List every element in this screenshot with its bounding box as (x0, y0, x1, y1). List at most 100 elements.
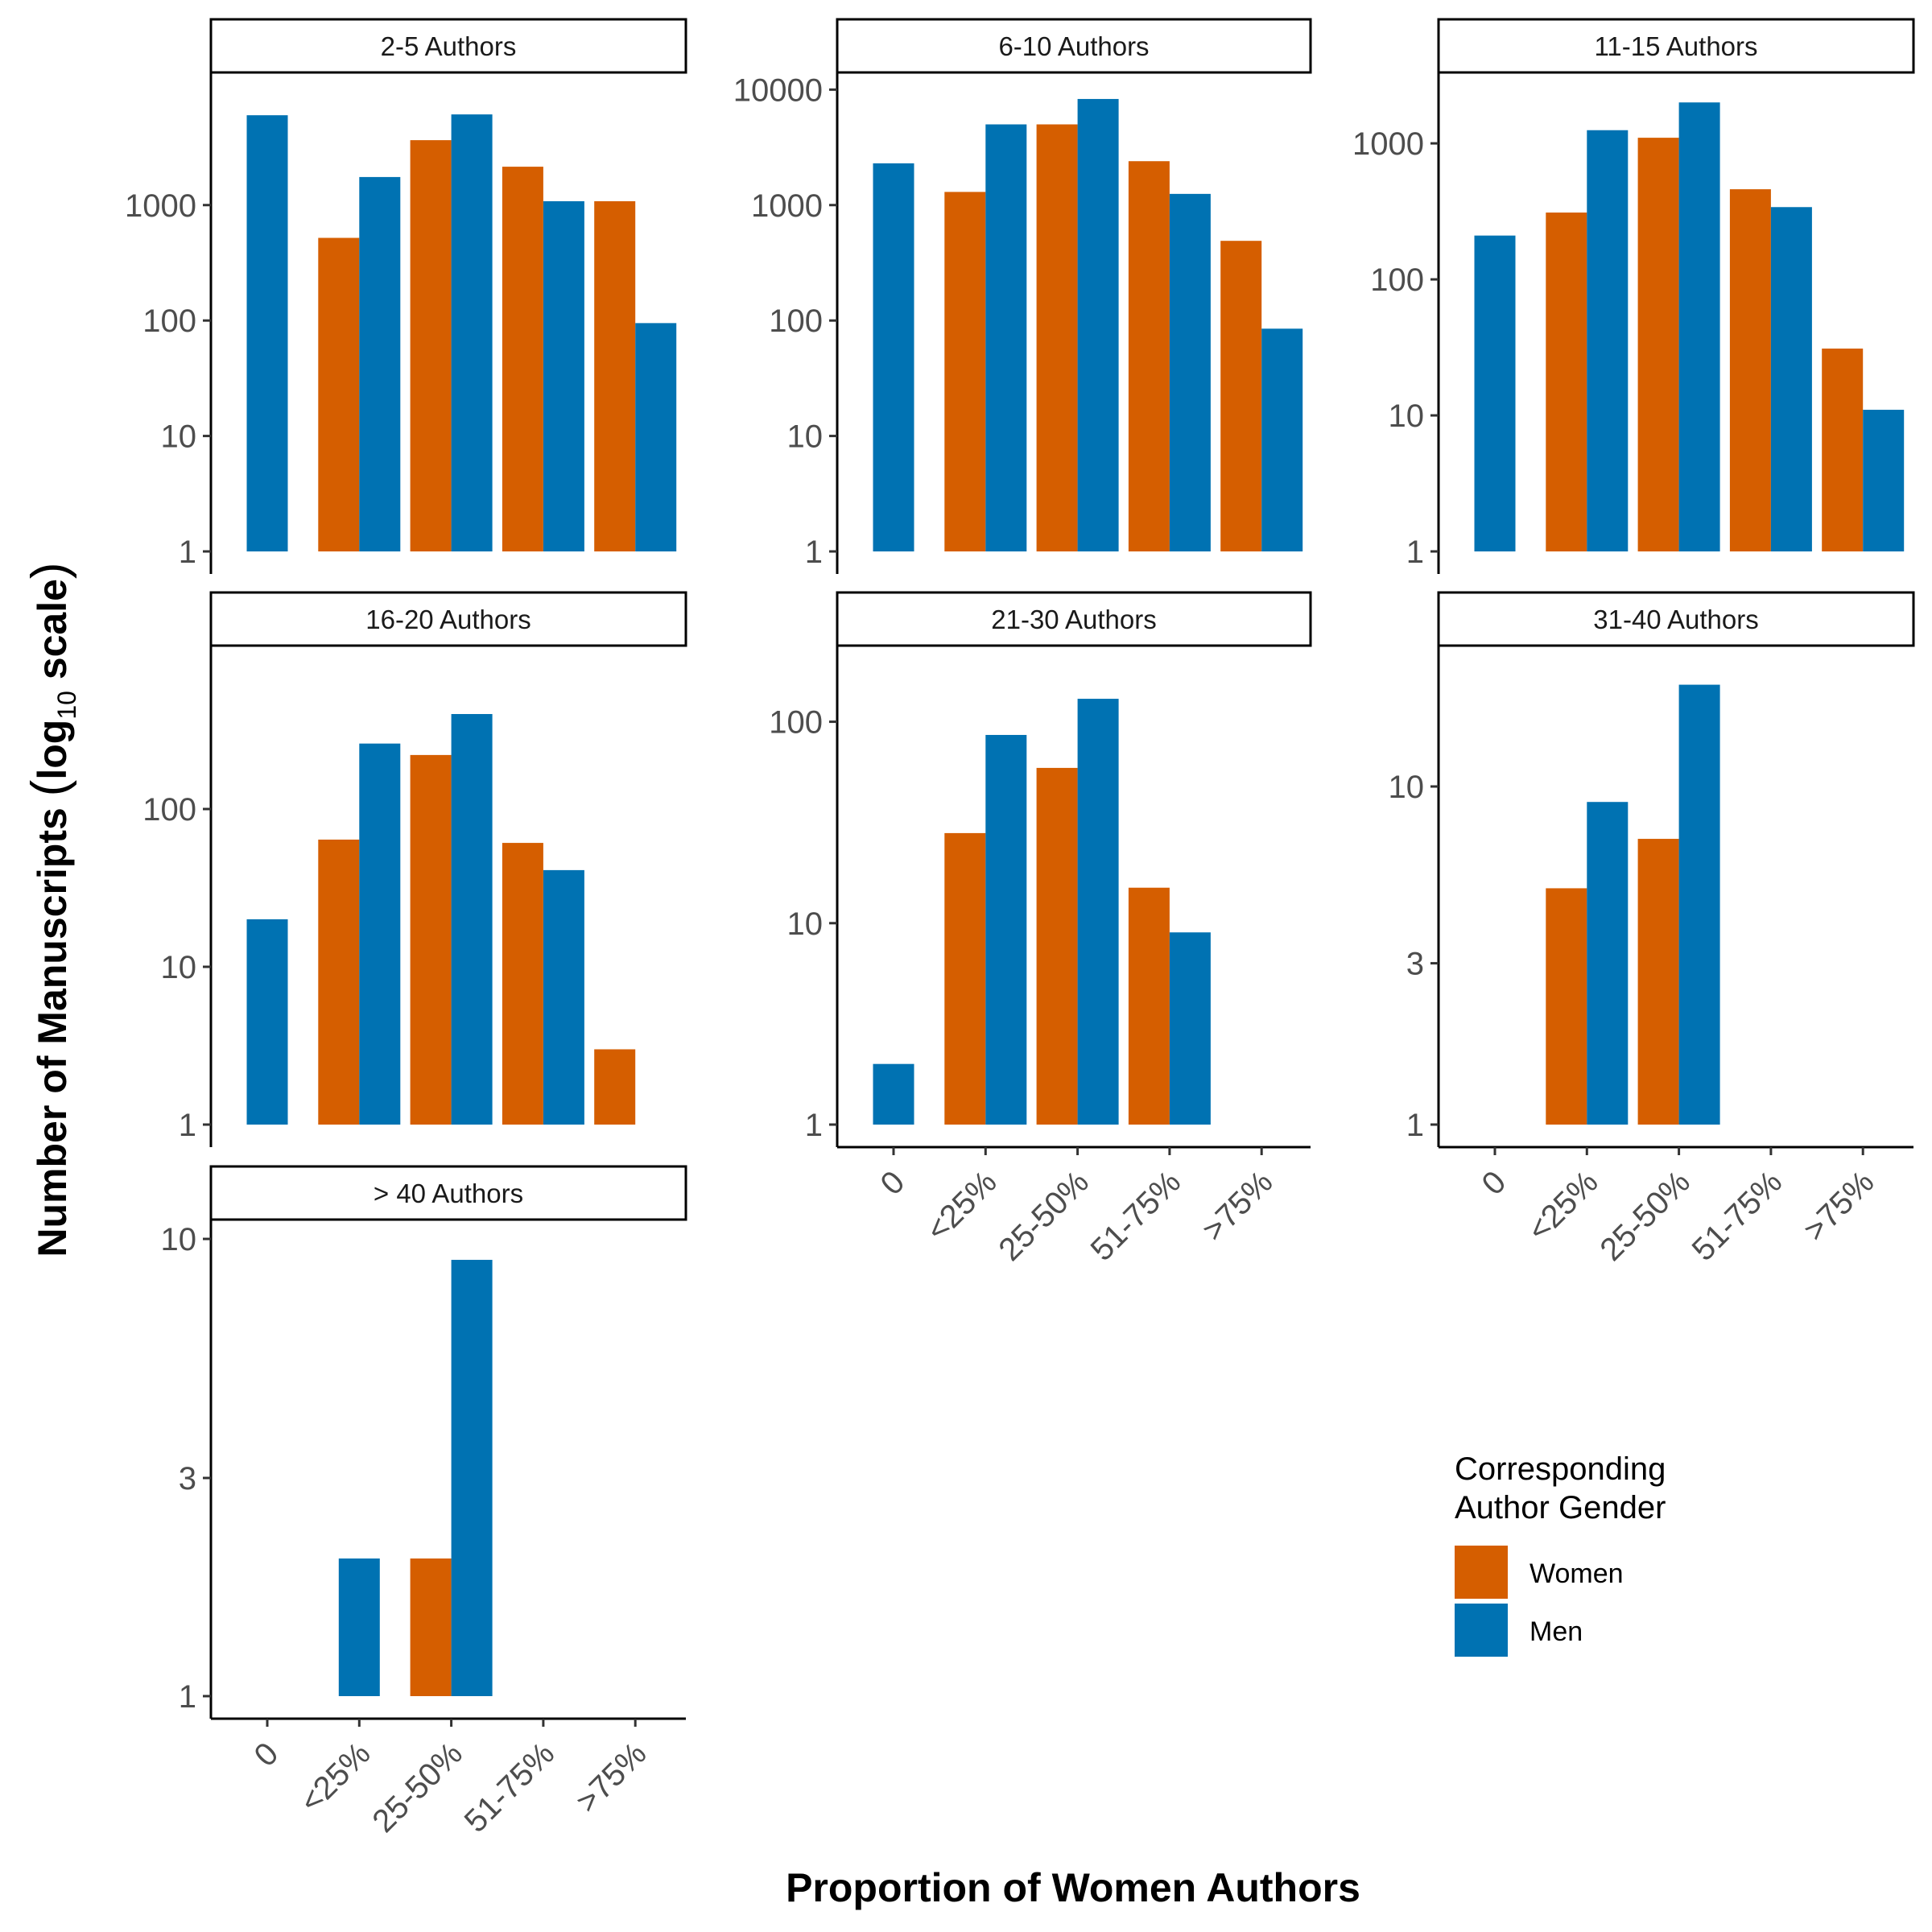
panel-strip (209, 18, 687, 74)
bar-men-51-75 (1169, 193, 1211, 551)
legend-swatch-men (1455, 1604, 1508, 1657)
bar-women-75 (1220, 241, 1262, 551)
bar-men-25 (985, 124, 1027, 552)
bar-women-25-50 (410, 754, 452, 1125)
bar-men-25 (359, 743, 401, 1125)
x-tick-label: 0 (248, 1736, 286, 1773)
y-axis-title-text: Number of Manuscripts (log10 scale) (22, 562, 81, 1257)
panel-31-40-authors: 31-40 Authors 1 3 10 0 <25%25-50%51-75% >75% (1389, 591, 1915, 1268)
x-tick-label: 0 (1476, 1164, 1513, 1202)
bar-women-75 (594, 200, 636, 551)
bar-women-51-75 (502, 167, 543, 551)
bar-women-25-50 (1637, 839, 1679, 1125)
bar-men-25 (338, 1558, 380, 1696)
x-tick-label: 25-50% (992, 1164, 1096, 1268)
bar-men-51-75 (543, 869, 584, 1125)
bar-men-25-50 (1678, 102, 1720, 552)
bar-men-51-75 (1770, 207, 1812, 551)
x-axis-title: Proportion of Women Authors (786, 1865, 1360, 1910)
bar-women-25 (1546, 888, 1587, 1125)
bar-women-25 (318, 237, 360, 551)
x-tick-label: 51-75% (458, 1736, 562, 1839)
bar-men-zero (1474, 235, 1516, 551)
panel-strip-title: 6-10 Authors (998, 31, 1149, 61)
bar-women-51-75 (502, 843, 543, 1125)
panel-11-15-authors: 11-15 Authors 1 10 100 1000 (1352, 18, 1915, 574)
bar-men-zero (873, 1063, 914, 1125)
y-tick-label: 100 (769, 705, 823, 741)
x-tick-label: <25% (919, 1164, 1003, 1248)
bar-women-25-50 (1036, 124, 1078, 552)
panel-strip-title: > 40 Authors (374, 1179, 523, 1208)
panel-40-authors: > 40 Authors 1 3 10 0 <25%25-50%51-75% >75% (161, 1165, 687, 1839)
y-tick-label: 1 (179, 1679, 196, 1715)
panel-strip (836, 18, 1312, 74)
x-tick-label: <25% (293, 1736, 377, 1819)
bar-women-25 (944, 832, 986, 1125)
bar-men-25-50 (1077, 98, 1119, 552)
y-tick-label: 1 (179, 1108, 196, 1143)
y-tick-label: 1 (1406, 535, 1424, 570)
legend-label-men: Men (1530, 1616, 1583, 1647)
panel-strip-title: 16-20 Authors (365, 605, 530, 634)
bar-men-zero (873, 163, 914, 551)
bar-women-75 (1822, 349, 1864, 551)
panel-strip (1437, 591, 1915, 647)
x-tick-label: >75% (1797, 1164, 1880, 1248)
bar-men-25-50 (1678, 684, 1720, 1125)
bar-men-25-50 (451, 713, 493, 1125)
bar-women-51-75 (1128, 161, 1170, 551)
y-tick-label: 10 (161, 1222, 197, 1257)
panel-strip-title: 11-15 Authors (1594, 31, 1757, 61)
bar-men-75 (1863, 410, 1905, 551)
panel-strip-title: 2-5 Authors (381, 31, 517, 61)
panel-2-5-authors: 2-5 Authors 1 10 100 1000 (125, 18, 687, 574)
x-tick-label: 25-50% (1593, 1164, 1697, 1268)
x-tick-label: 25-50% (365, 1736, 469, 1839)
bar-women-25 (1546, 213, 1587, 551)
bar-women-51-75 (1128, 887, 1170, 1125)
panel-strip (209, 591, 687, 647)
y-tick-label: 1000 (1352, 126, 1424, 162)
y-tick-label: 3 (179, 1461, 196, 1496)
bar-men-zero (246, 919, 288, 1125)
y-tick-label: 1 (1406, 1108, 1424, 1143)
y-tick-label: 10 (787, 906, 824, 942)
panel-6-10-authors: 6-10 Authors 1 10 100 1000 10000 (733, 18, 1312, 574)
bar-men-25 (359, 176, 401, 551)
bar-men-75 (1261, 328, 1303, 551)
y-tick-label: 1000 (125, 188, 196, 224)
y-tick-label: 1000 (751, 188, 823, 224)
bar-men-25 (1587, 130, 1629, 551)
panel-21-30-authors: 21-30 Authors 1 10 100 0 <25%25-50%51-75% >75% (769, 591, 1312, 1268)
y-tick-label: 100 (142, 792, 196, 828)
panel-strip (209, 1165, 687, 1221)
bar-men-51-75 (543, 200, 584, 551)
y-tick-label: 10 (161, 419, 197, 455)
x-tick-label: >75% (1195, 1164, 1279, 1248)
bar-women-75 (594, 1049, 636, 1125)
x-tick-label: 51-75% (1084, 1164, 1188, 1268)
y-tick-label: 1 (805, 535, 823, 570)
y-tick-label: 10 (1389, 398, 1425, 434)
panel-strip-title: 31-40 Authors (1593, 605, 1758, 634)
panel-strip (1437, 18, 1915, 74)
bar-men-zero (246, 115, 288, 551)
bar-men-25-50 (1077, 699, 1119, 1125)
legend-title: Corresponding (1455, 1451, 1666, 1487)
bar-men-75 (635, 323, 677, 551)
panel-strip (836, 591, 1312, 647)
bar-women-25-50 (1036, 767, 1078, 1125)
bar-men-25-50 (451, 1260, 493, 1696)
bar-women-25-50 (410, 1558, 452, 1696)
legend-title: Author Gender (1455, 1490, 1666, 1525)
y-tick-label: 100 (142, 303, 196, 339)
bar-women-25-50 (1637, 138, 1679, 552)
y-tick-label: 100 (1370, 262, 1424, 298)
legend-label-women: Women (1530, 1558, 1624, 1589)
bar-women-25-50 (410, 140, 452, 552)
y-tick-label: 1 (179, 535, 196, 570)
legend-swatch-women (1455, 1546, 1508, 1599)
